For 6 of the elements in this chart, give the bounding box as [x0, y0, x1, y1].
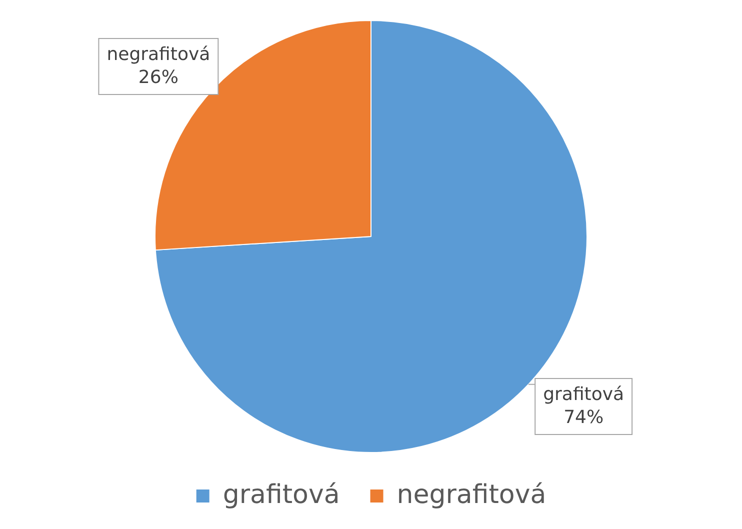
- slice-label: negrafitová: [106, 44, 210, 66]
- data-label: 26%: [138, 67, 178, 88]
- legend-label: grafitová: [222, 480, 340, 510]
- slice-label: grafitová: [543, 384, 624, 406]
- data-label: 74%: [564, 407, 604, 428]
- legend-label: negrafitová: [396, 480, 546, 510]
